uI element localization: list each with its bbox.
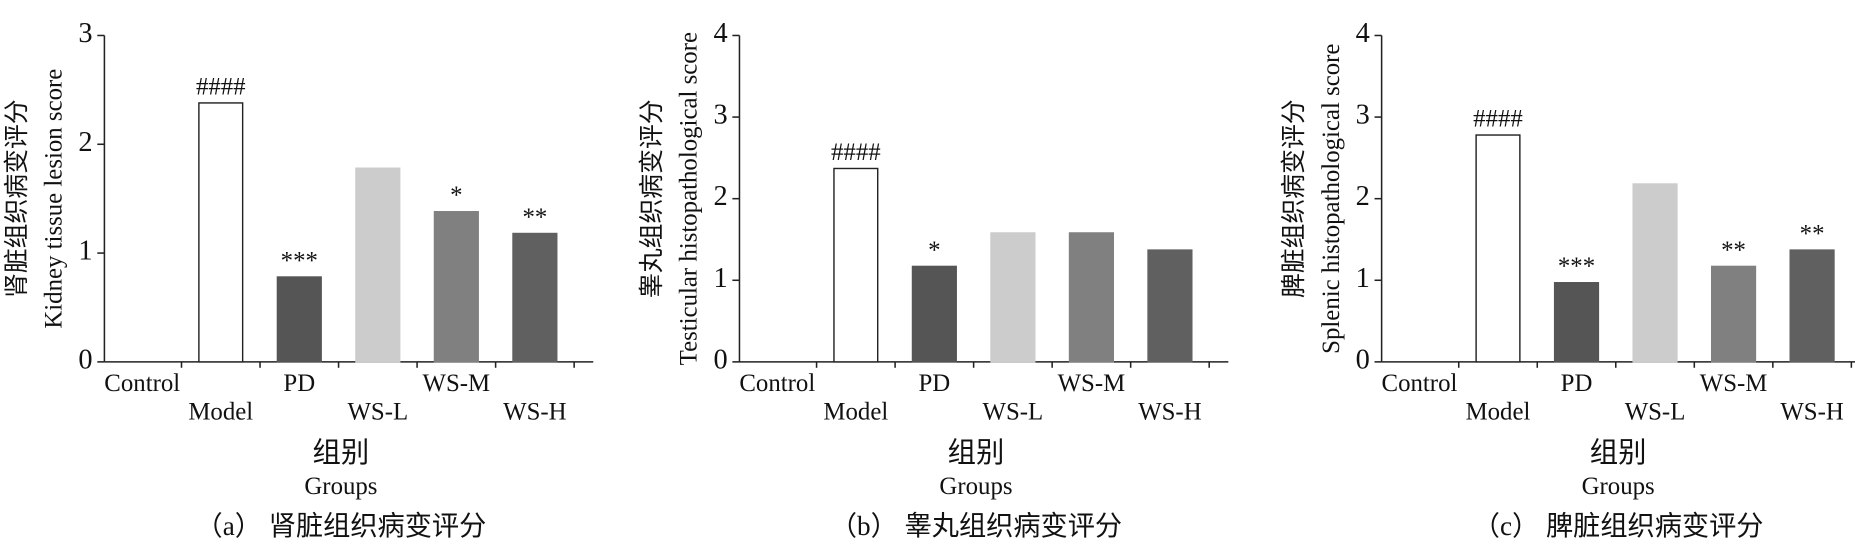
bar [198, 102, 244, 363]
y-axis-label: Splenic histopathological score [1318, 44, 1345, 354]
x-tick-label: PD [1561, 370, 1593, 397]
y-tick-label: 1 [713, 263, 727, 294]
bar [1632, 183, 1678, 363]
x-tick-label: PD [918, 370, 950, 397]
bar [433, 211, 479, 363]
x-tick-label: WS-H [503, 399, 567, 426]
y-tick-label: 3 [78, 18, 92, 49]
significance-label: #### [831, 139, 881, 166]
x-tick-label: Control [739, 370, 815, 397]
bar [1789, 249, 1835, 363]
y-tick-label: 0 [713, 344, 727, 375]
y-tick-label: 4 [1356, 18, 1370, 49]
significance-label: ** [522, 204, 547, 231]
bar [990, 232, 1036, 363]
x-axis-label: 组别 [313, 437, 370, 469]
x-axis-label: 组别 [1590, 437, 1647, 469]
y-tick-label: 0 [78, 344, 92, 375]
x-tick-label: Model [188, 399, 253, 426]
x-tick-label: WS-L [983, 399, 1044, 426]
y-tick-label: 2 [78, 127, 92, 158]
x-tick-label: PD [283, 370, 315, 397]
significance-label: #### [1473, 106, 1523, 133]
caption: （a） 肾脏组织病变评分 [196, 511, 487, 541]
y-axis-label: Testicular histopathological score [676, 32, 703, 365]
significance-label: ** [1721, 237, 1746, 264]
x-tick-label: WS-M [1700, 370, 1768, 397]
significance-label: * [450, 182, 462, 209]
x-tick-label: WS-H [1138, 399, 1202, 426]
bar [1710, 265, 1757, 363]
significance-label: #### [196, 73, 246, 100]
y-tick-label: 4 [713, 18, 727, 49]
caption: （b） 睾丸组织病变评分 [830, 511, 1122, 541]
x-axis-label: Groups [1582, 473, 1655, 500]
y-tick-label: 2 [713, 181, 727, 212]
x-tick-label: Control [1382, 370, 1458, 397]
bar [1553, 282, 1600, 363]
x-tick-label: WS-L [1625, 399, 1686, 426]
x-tick-label: Control [104, 370, 180, 397]
x-axis-label: Groups [939, 473, 1012, 500]
x-tick-label: WS-L [347, 399, 408, 426]
bar [276, 276, 322, 363]
bar [1475, 134, 1521, 363]
x-tick-label: WS-M [1058, 370, 1126, 397]
x-axis-label: Groups [304, 473, 377, 500]
caption: （c） 脾脏组织病变评分 [1473, 511, 1764, 541]
bar [355, 167, 401, 363]
y-axis-label: 脾脏组织病变评分 [1280, 99, 1308, 298]
x-axis-label: 组别 [948, 437, 1005, 469]
y-tick-label: 0 [1356, 344, 1370, 375]
bar [833, 167, 879, 363]
significance-label: *** [1558, 253, 1595, 280]
x-tick-label: Model [1466, 399, 1531, 426]
y-tick-label: 1 [1356, 263, 1370, 294]
y-tick-label: 3 [1356, 100, 1370, 131]
significance-label: ** [1800, 221, 1825, 248]
bar [911, 265, 957, 363]
bar [1147, 249, 1193, 363]
x-tick-label: Model [823, 399, 888, 426]
x-tick-label: WS-H [1780, 399, 1844, 426]
x-tick-label: WS-M [423, 370, 491, 397]
y-axis-label: 睾丸组织病变评分 [638, 99, 666, 298]
y-tick-label: 2 [1356, 181, 1370, 212]
bar [512, 232, 558, 363]
bar [1068, 232, 1114, 363]
significance-label: * [928, 237, 940, 264]
y-axis-label: 肾脏组织病变评分 [3, 99, 31, 298]
significance-label: *** [281, 248, 318, 275]
y-tick-label: 1 [78, 236, 92, 267]
y-axis-label: Kidney tissue lesion score [41, 69, 68, 329]
y-tick-label: 3 [713, 100, 727, 131]
